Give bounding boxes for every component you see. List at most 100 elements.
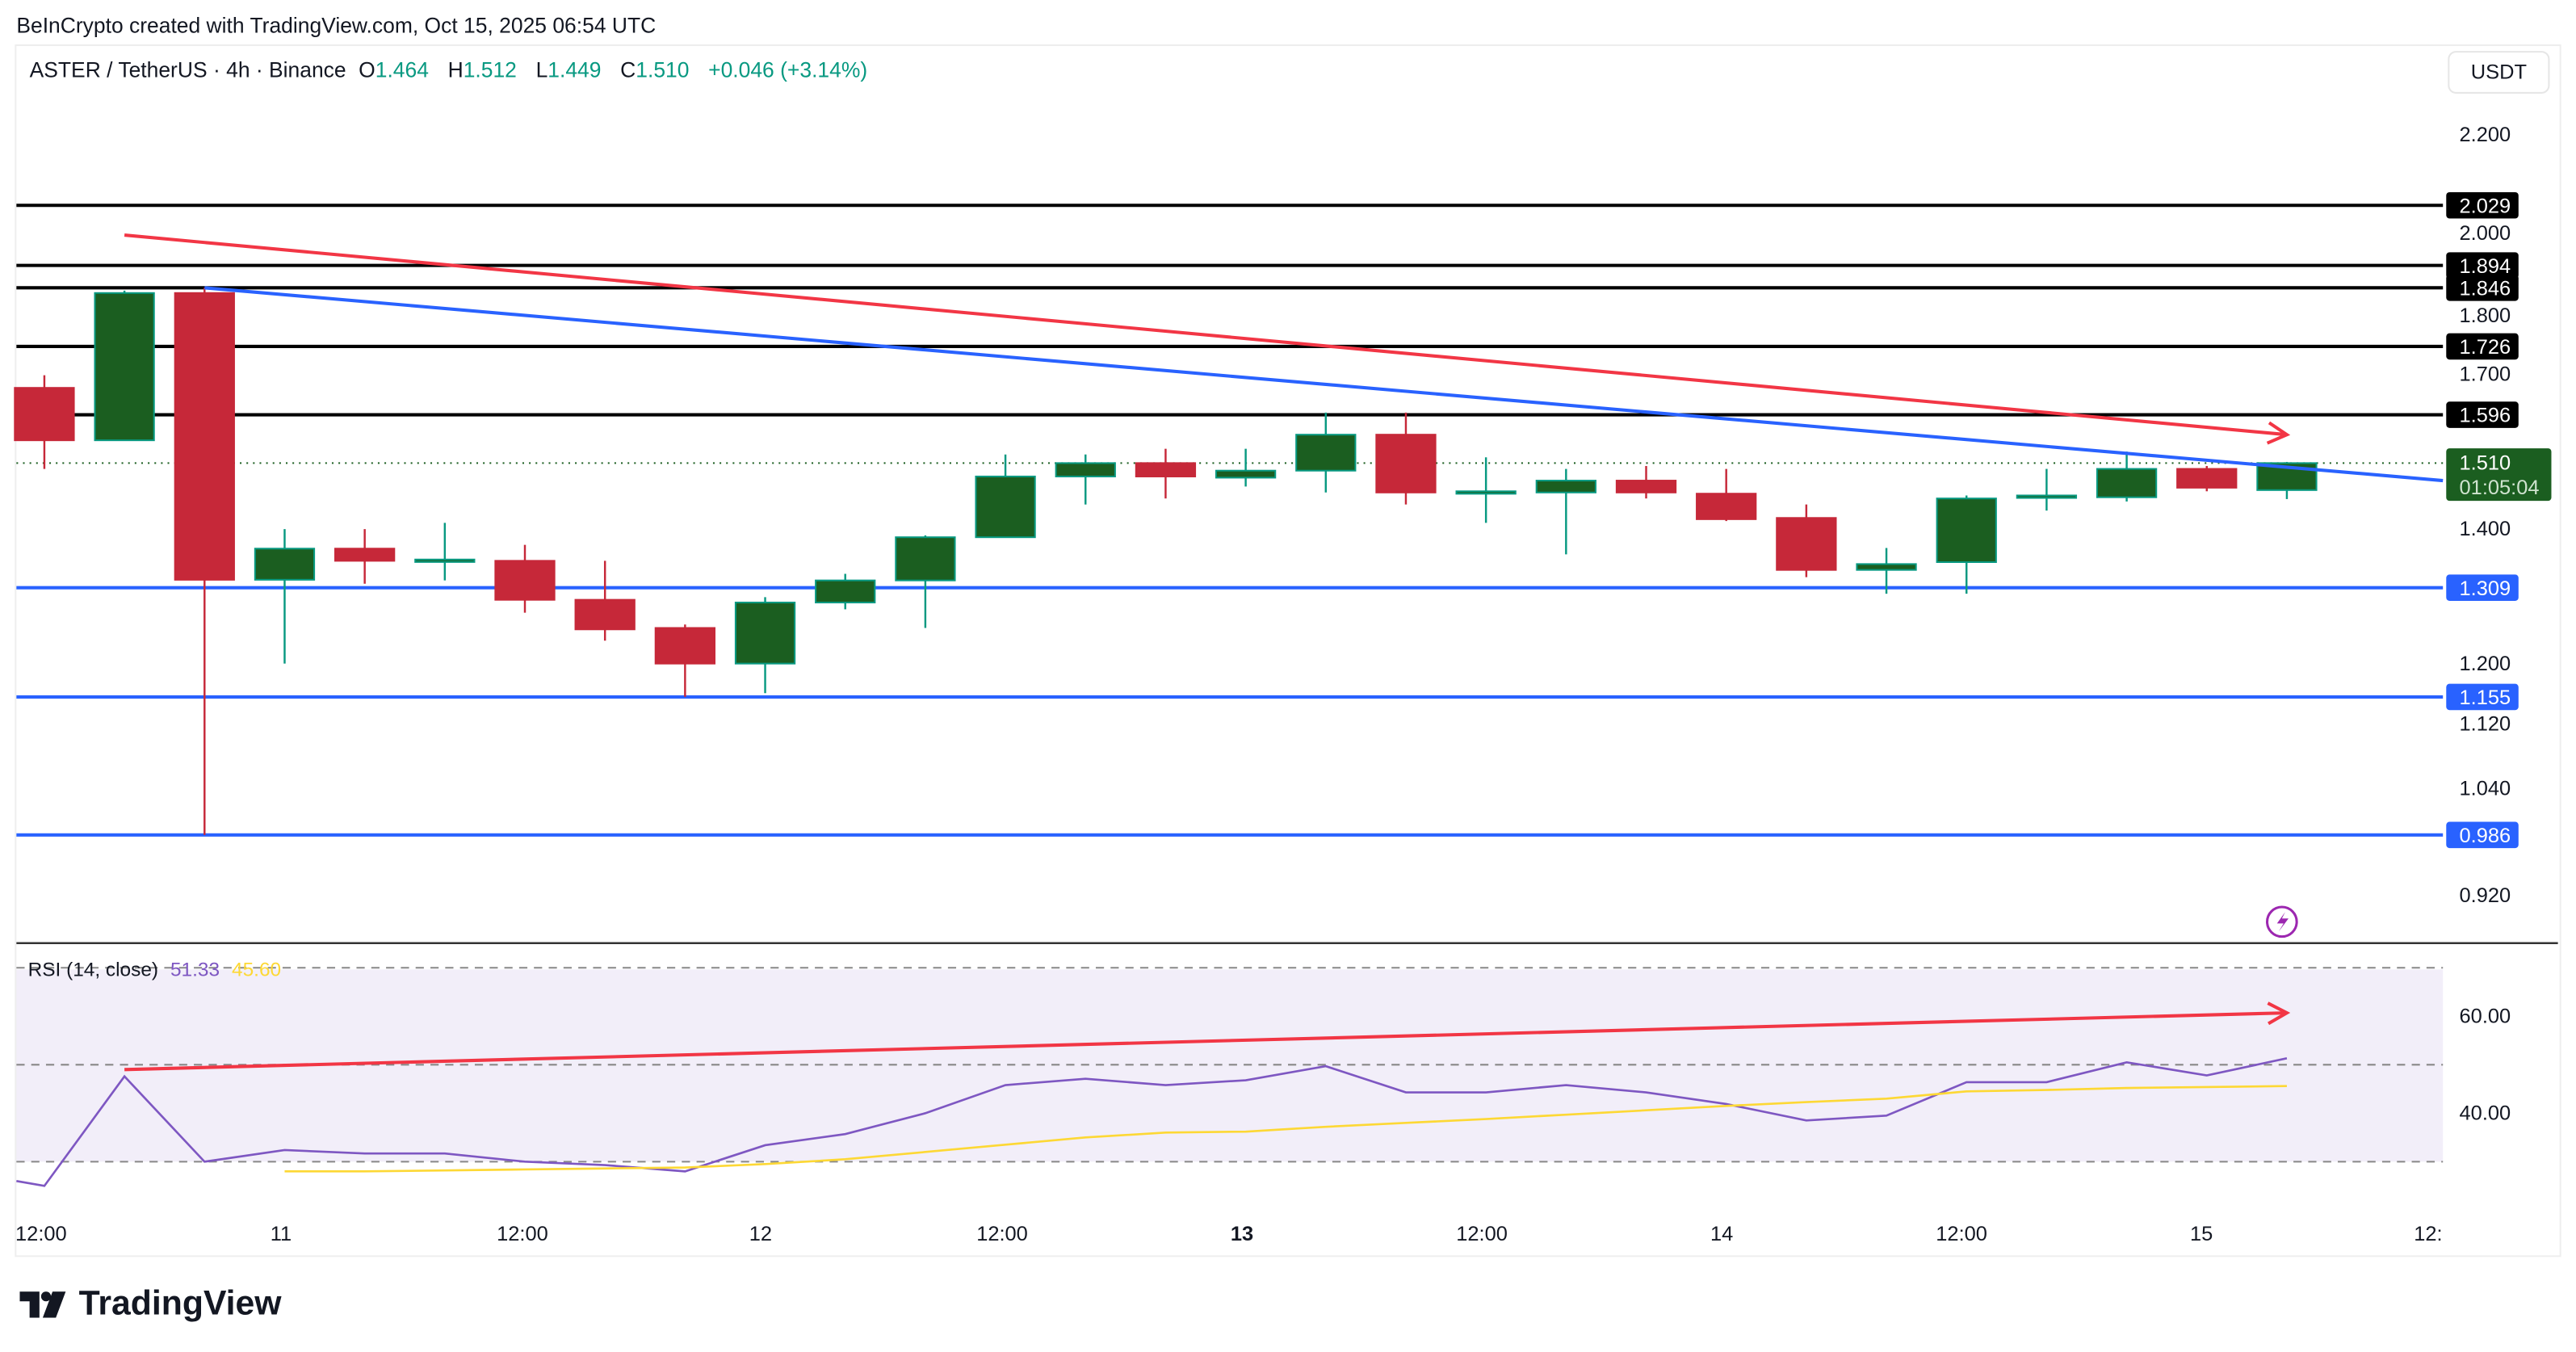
rsi-tick: 60.00 bbox=[2460, 1005, 2511, 1027]
last-price-label: 1.510 bbox=[2460, 452, 2511, 475]
candle-up bbox=[975, 475, 1036, 539]
resistance-label-bg bbox=[2446, 401, 2519, 428]
candle-down bbox=[1135, 462, 1197, 477]
support-label: 1.155 bbox=[2460, 686, 2511, 709]
rsi-tick: 40.00 bbox=[2460, 1102, 2511, 1124]
candle-up bbox=[815, 579, 876, 604]
close-label: C bbox=[620, 57, 636, 82]
rsi-value: 51.33 bbox=[170, 958, 220, 981]
resistance-label-bg bbox=[2446, 333, 2519, 360]
candle-up bbox=[895, 536, 956, 582]
resistance-label: 1.894 bbox=[2460, 255, 2511, 278]
resistance-label-bg bbox=[2446, 275, 2519, 301]
price-tick: 1.120 bbox=[2460, 712, 2511, 735]
candle-down bbox=[14, 387, 75, 442]
credit-text: BeInCrypto created with TradingView.com,… bbox=[16, 13, 657, 38]
tradingview-logo-icon bbox=[19, 1291, 66, 1318]
candle-up bbox=[1936, 498, 1997, 564]
time-tick: 12:00 bbox=[497, 1223, 548, 1245]
time-tick: 12: bbox=[2414, 1223, 2442, 1245]
chart-frame bbox=[15, 44, 2561, 1258]
time-tick: 15 bbox=[2190, 1223, 2213, 1245]
rsi-legend: RSI (14, close) 51.33 45.60 bbox=[28, 958, 282, 980]
price-tick: 1.200 bbox=[2460, 653, 2511, 675]
candle-down bbox=[494, 560, 556, 601]
support-label-bg bbox=[2446, 574, 2519, 601]
resistance-label-bg bbox=[2446, 191, 2519, 219]
open-value: 1.464 bbox=[375, 57, 429, 82]
candle-up bbox=[254, 548, 316, 581]
candle-down bbox=[1375, 434, 1437, 493]
candle-down bbox=[574, 598, 636, 631]
price-tick: 2.200 bbox=[2460, 124, 2511, 146]
time-tick: 12:00 bbox=[1936, 1223, 1987, 1245]
candle-up bbox=[1295, 434, 1357, 472]
low-label: L bbox=[535, 57, 548, 82]
brand-name: TradingView bbox=[78, 1284, 282, 1323]
support-label-bg bbox=[2446, 683, 2519, 711]
candle-up bbox=[1055, 462, 1116, 477]
time-tick: 12:00 bbox=[976, 1223, 1028, 1245]
price-tick: 1.040 bbox=[2460, 777, 2511, 800]
candle-up bbox=[1455, 490, 1517, 495]
rsi-line bbox=[16, 1057, 2288, 1187]
resistance-label: 1.596 bbox=[2460, 405, 2511, 427]
price-tick: 0.920 bbox=[2460, 884, 2511, 907]
change-value: +0.046 (+3.14%) bbox=[708, 57, 868, 82]
candle-down bbox=[2176, 468, 2238, 489]
support-label-bg bbox=[2446, 821, 2519, 849]
red-trendline bbox=[124, 233, 2288, 437]
candle-down bbox=[1696, 493, 1757, 520]
high-label: H bbox=[447, 57, 464, 82]
resistance-label-bg bbox=[2446, 252, 2519, 279]
candle-up bbox=[2016, 494, 2078, 499]
open-label: O bbox=[359, 57, 375, 82]
support-label: 1.309 bbox=[2460, 577, 2511, 600]
candle-down bbox=[334, 548, 396, 562]
time-tick: 12 bbox=[749, 1223, 772, 1245]
tradingview-logo[interactable]: TradingView bbox=[19, 1284, 282, 1325]
candle-up bbox=[2096, 468, 2158, 498]
countdown-label: 01:05:04 bbox=[2460, 477, 2540, 499]
candle-up bbox=[1215, 469, 1277, 479]
candle-down bbox=[654, 627, 715, 665]
lightning-icon-glyph bbox=[2276, 912, 2289, 932]
time-tick: 12:00 bbox=[1456, 1223, 1508, 1245]
time-tick: 13 bbox=[1231, 1223, 1253, 1245]
candle-down bbox=[1615, 480, 1677, 493]
lightning-icon bbox=[2266, 905, 2298, 938]
candle-up bbox=[414, 558, 476, 563]
candle-up bbox=[1535, 480, 1596, 493]
resistance-label: 1.726 bbox=[2460, 336, 2511, 359]
time-tick: 14 bbox=[1710, 1223, 1733, 1245]
symbol-name[interactable]: ASTER / TetherUS · 4h · Binance bbox=[29, 57, 346, 82]
price-tick: 1.400 bbox=[2460, 518, 2511, 540]
symbol-legend: ASTER / TetherUS · 4h · Binance O1.464 H… bbox=[30, 57, 875, 82]
rsi-ma-line bbox=[284, 1085, 2287, 1173]
candle-up bbox=[94, 292, 155, 442]
price-tick: 2.000 bbox=[2460, 222, 2511, 245]
high-value: 1.512 bbox=[463, 57, 517, 82]
candle-down bbox=[1776, 517, 1837, 571]
candle-up bbox=[734, 601, 796, 665]
close-value: 1.510 bbox=[636, 57, 690, 82]
trend-arrow-head bbox=[2266, 421, 2291, 445]
time-tick: 11 bbox=[271, 1223, 292, 1245]
last-price-label-bg bbox=[2446, 448, 2552, 502]
rsi-ma-value: 45.60 bbox=[232, 958, 282, 981]
currency-button[interactable]: USDT bbox=[2448, 51, 2550, 94]
low-value: 1.449 bbox=[548, 57, 602, 82]
rsi-label[interactable]: RSI (14, close) bbox=[27, 958, 159, 981]
trend-arrow-head bbox=[2267, 1001, 2291, 1026]
blue-trendline bbox=[204, 286, 2444, 483]
time-tick: 12:00 bbox=[15, 1223, 67, 1245]
candle-down bbox=[174, 292, 235, 581]
price-tick: 1.700 bbox=[2460, 363, 2511, 386]
support-label: 0.986 bbox=[2460, 825, 2511, 847]
candle-up bbox=[1856, 563, 1917, 571]
rsi-divergence-trendline bbox=[124, 1011, 2287, 1072]
resistance-label: 2.029 bbox=[2460, 195, 2511, 217]
price-tick: 1.800 bbox=[2460, 304, 2511, 327]
